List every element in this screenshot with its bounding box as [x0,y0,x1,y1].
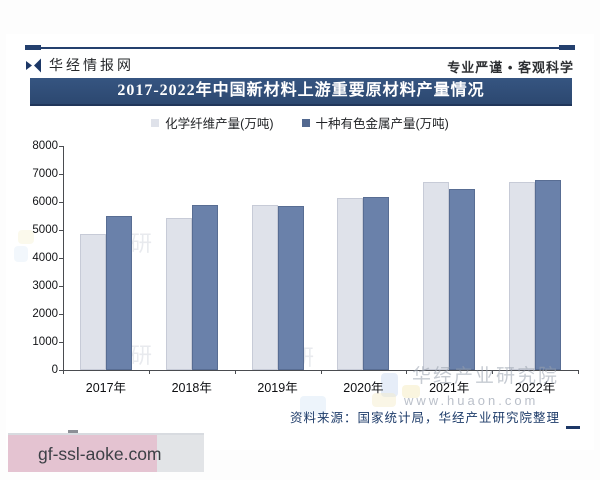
brand-name: 华经情报网 [49,57,134,73]
header-rule [25,45,575,50]
legend-swatch-icon [301,118,310,127]
legend-swatch-icon [151,118,160,127]
chart-title-banner: 2017-2022年中国新材料上游重要原材料产量情况 [30,78,572,106]
footer-dash [566,426,580,429]
legend-item-0: 化学纤维产量(万吨) [151,113,274,132]
badge-notch [68,430,78,433]
header-rule-cap-right [559,45,575,50]
data-source-note: 资料来源：国家统计局，华经产业研究院整理 [289,411,560,425]
legend-label: 十种有色金属产量(万吨) [315,117,449,131]
overlay-url-badge: gf-ssl-aoke.com [8,433,204,472]
brand-row: 华经情报网 [25,55,134,75]
header-slogan: 专业严谨 • 客观科学 [447,60,574,75]
header-rule-cap-left [25,45,41,50]
chart-legend: 化学纤维产量(万吨) 十种有色金属产量(万吨) [0,113,600,132]
huajing-logo-icon [25,58,42,73]
legend-label: 化学纤维产量(万吨) [165,117,274,131]
legend-item-1: 十种有色金属产量(万吨) [301,113,449,132]
